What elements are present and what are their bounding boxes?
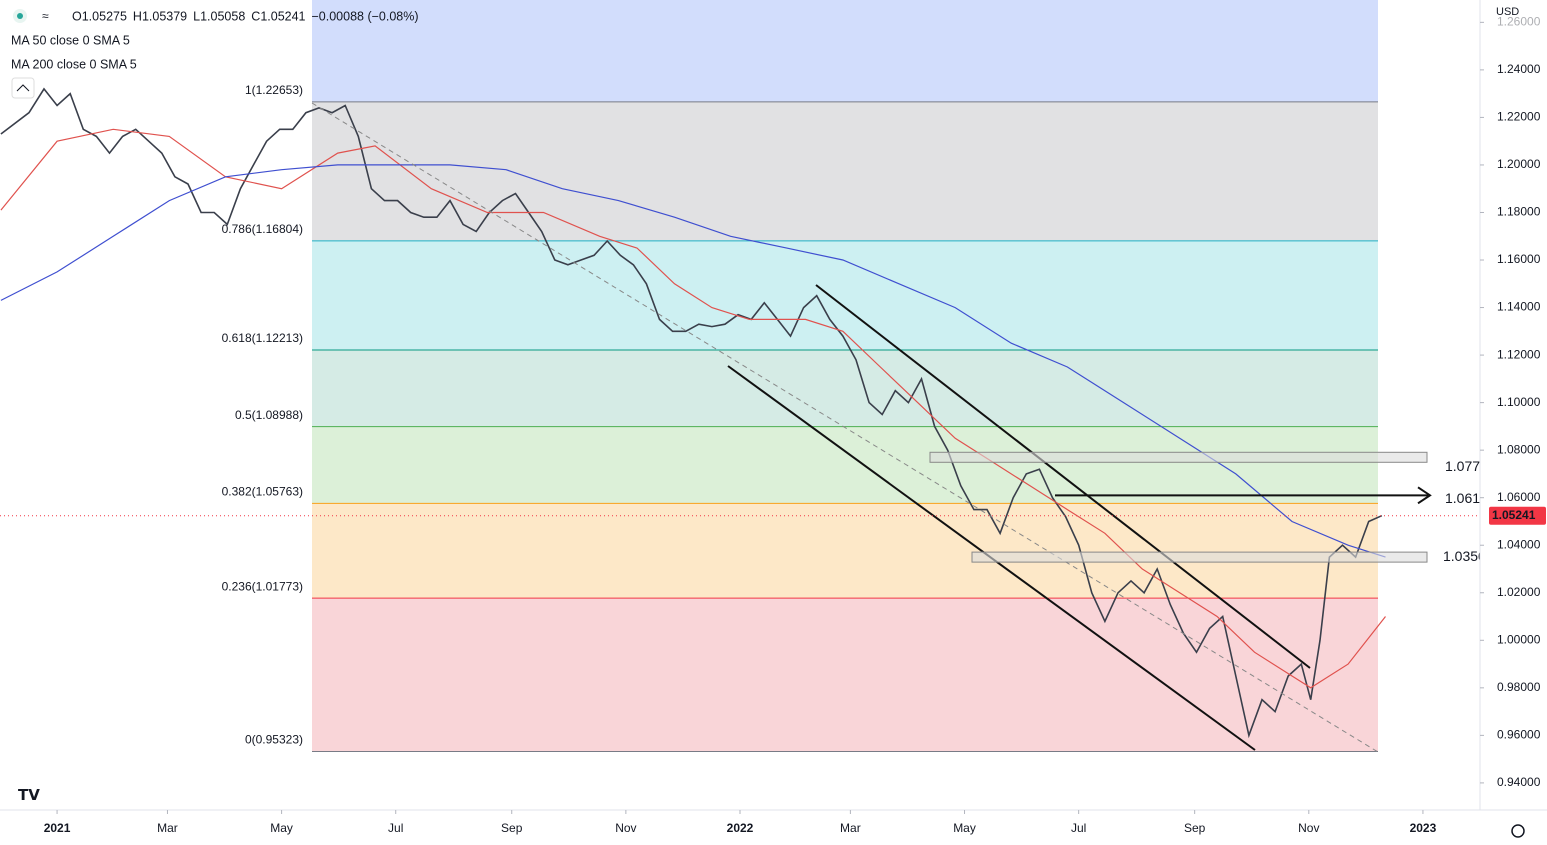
channel-upper: [815, 284, 1311, 669]
logo: 𝗧𝗩: [18, 787, 40, 804]
collapse-button[interactable]: [11, 77, 35, 99]
fib-zone: [312, 0, 1378, 102]
level-label: 1.0350: [1443, 548, 1486, 564]
fib-label: 0.236(1.01773): [222, 579, 303, 593]
ohlc-value: 1.05058: [200, 9, 245, 23]
fib-label: 1(1.22653): [245, 83, 303, 97]
legend-entry: MA 200 close 0 SMA 5: [11, 57, 137, 71]
level-box: [971, 551, 1428, 563]
legend: ≈ O 1.05275 H 1.05379 L 1.05058 C 1.05241 −0.000…: [11, 9, 419, 99]
last-price-tag: [1489, 506, 1546, 525]
annotations: 1.0770 1.0610 1.0350: [0, 451, 1488, 564]
fib-label: 0.618(1.12213): [222, 331, 303, 345]
x-tick-label: 2022: [727, 821, 754, 835]
ohlc-value: −0.00088 (−0.08%): [312, 9, 419, 23]
series-line: [0, 164, 1386, 558]
y-tick-label: 1.04000: [1497, 537, 1541, 551]
series-line: [0, 87, 1383, 739]
fib-label: 0.786(1.16804): [222, 222, 303, 236]
y-tick-label: 1.18000: [1497, 205, 1541, 219]
ohlc-value: 1.05275: [82, 9, 127, 23]
level-label: 1.0610: [1445, 490, 1488, 506]
x-tick-label: 2023: [1410, 821, 1437, 835]
fib-label: 0.5(1.08988): [235, 408, 303, 422]
level-box: [929, 451, 1428, 463]
y-tick-label: 1.08000: [1497, 442, 1541, 456]
y-tick-label: 0.94000: [1497, 775, 1541, 789]
fib-zone: [312, 426, 1378, 504]
arrow-head: [1417, 486, 1432, 505]
y-tick-label: 1.14000: [1497, 300, 1541, 314]
y-tick-label: 1.12000: [1497, 347, 1541, 361]
y-tick-label: 1.00000: [1497, 632, 1541, 646]
fib-zone: [312, 101, 1378, 241]
series-line: [0, 128, 1386, 689]
y-tick-label: 1.22000: [1497, 110, 1541, 124]
x-tick-label: Mar: [840, 821, 861, 835]
ohlc-key: L: [193, 9, 200, 23]
fib-label: 0(0.95323): [245, 733, 303, 747]
x-tick-label: Sep: [501, 821, 523, 835]
y-tick-label: 1.02000: [1497, 585, 1541, 599]
price-axis: [1480, 0, 1547, 845]
ohlc-value: 1.05241: [260, 9, 305, 23]
y-tick-label: 1.10000: [1497, 395, 1541, 409]
fib-zones: 1(1.22653) 0.786(1.16804) 0.618(1.12213) 0.…: [222, 0, 1378, 752]
ohlc-key: O: [72, 9, 82, 23]
y-tick-label: 1.06000: [1497, 490, 1541, 504]
y-tick-label: 1.26000: [1497, 15, 1541, 29]
last-price-label: 1.05241: [1492, 508, 1536, 522]
x-tick-label: Jul: [1071, 821, 1086, 835]
fib-zone: [312, 503, 1378, 599]
x-tick-label: Sep: [1184, 821, 1206, 835]
x-tick-label: May: [270, 821, 293, 835]
status-icon: [17, 13, 23, 19]
y-tick-label: 1.24000: [1497, 62, 1541, 76]
x-tick-label: May: [953, 821, 976, 835]
trend-line: [311, 102, 1379, 753]
fib-label: 0.382(1.05763): [222, 484, 303, 498]
axes: 1.26000 1.24000 1.22000 1.20000 1.18000 1.160…: [44, 6, 1546, 835]
y-tick-label: 1.20000: [1497, 157, 1541, 171]
settings-icon[interactable]: [1511, 824, 1525, 838]
fib-zone: [312, 598, 1378, 752]
time-axis: [0, 810, 1480, 845]
y-tick-label: 1.16000: [1497, 252, 1541, 266]
y-tick-label: 0.98000: [1497, 680, 1541, 694]
legend-entry: MA 50 close 0 SMA 5: [11, 33, 130, 47]
y-tick-label: 0.96000: [1497, 728, 1541, 742]
ohlc-key: C: [251, 9, 260, 23]
series: [0, 87, 1386, 739]
currency: USD: [1496, 6, 1519, 18]
fib-zone: [312, 240, 1378, 351]
level-label: 1.0770: [1445, 458, 1488, 474]
x-tick-label: 2021: [44, 821, 71, 835]
x-tick-label: Mar: [157, 821, 178, 835]
x-tick-label: Nov: [1298, 821, 1319, 835]
fib-zone: [312, 350, 1378, 427]
x-tick-label: Jul: [388, 821, 403, 835]
collapse-icon: [16, 84, 30, 92]
x-tick-label: Nov: [615, 821, 636, 835]
ohlc-value: 1.05379: [142, 9, 187, 23]
wave-icon: ≈: [42, 9, 49, 23]
ohlc-key: H: [133, 9, 142, 23]
